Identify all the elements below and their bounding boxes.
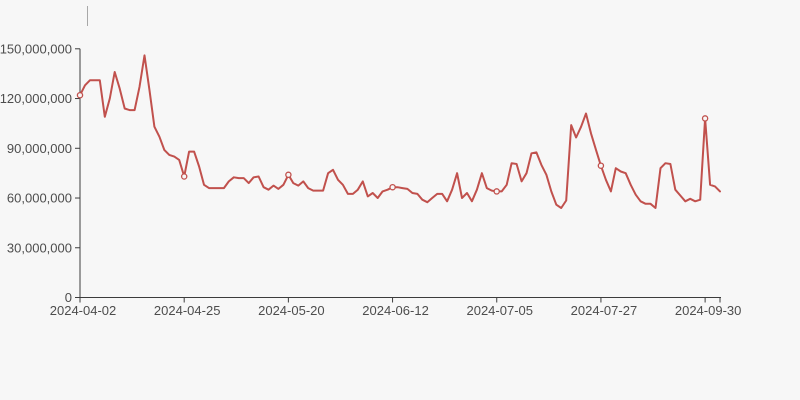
stray-cursor-mark — [87, 6, 88, 26]
y-axis-tick-label: 90,000,000 — [7, 141, 72, 156]
series-line[interactable] — [79, 54, 721, 209]
x-axis-tick-label: 2024-07-27 — [571, 303, 638, 318]
y-axis-tick-label: 120,000,000 — [0, 91, 72, 106]
data-point-marker[interactable] — [76, 91, 84, 99]
y-axis-tick-label: 60,000,000 — [7, 191, 72, 206]
x-axis-tick-label: 2024-04-02 — [50, 303, 117, 318]
x-axis-tick-label: 2024-06-12 — [362, 303, 429, 318]
x-axis-tick-label: 2024-04-25 — [154, 303, 221, 318]
x-axis-tick-label: 2024-09-30 — [675, 303, 742, 318]
y-axis-tick-label: 150,000,000 — [0, 41, 72, 56]
data-point-marker[interactable] — [285, 171, 292, 179]
y-axis-tick-label: 0 — [65, 290, 72, 305]
data-point-marker[interactable] — [389, 183, 396, 191]
data-point-marker[interactable] — [701, 115, 709, 122]
x-axis-tick-label: 2024-05-20 — [258, 303, 325, 318]
data-point-marker[interactable] — [493, 188, 500, 195]
y-axis-tick-label: 30,000,000 — [7, 240, 72, 255]
x-axis-tick-label: 2024-07-05 — [466, 303, 533, 318]
data-point-marker[interactable] — [180, 173, 188, 180]
data-point-marker[interactable] — [597, 162, 605, 169]
